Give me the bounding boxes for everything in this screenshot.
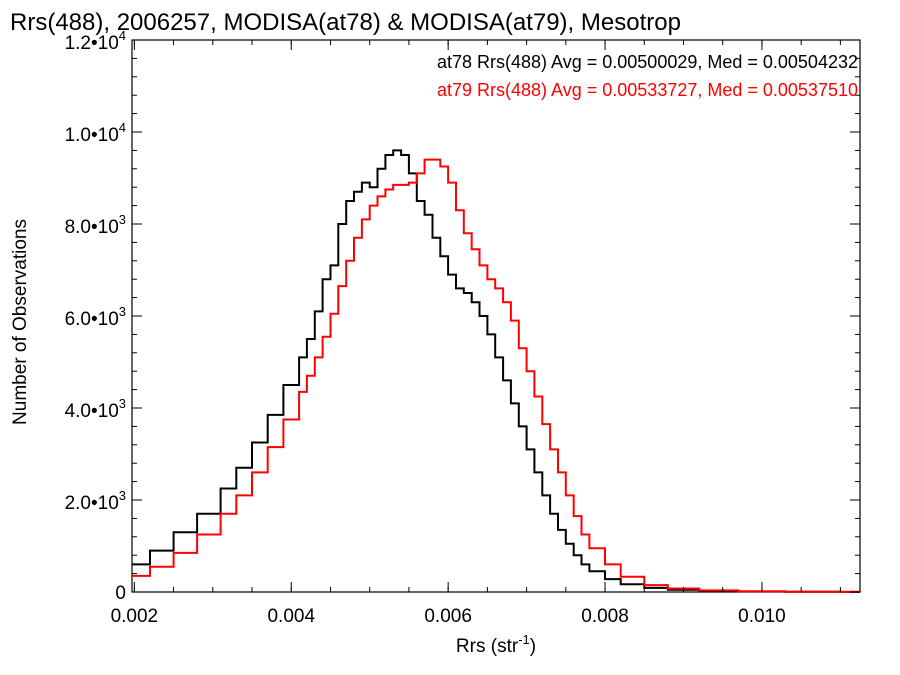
series-line-at78 [132, 149, 861, 593]
x-tick-label: 0.004 [267, 606, 315, 627]
y-tick-label: 1.0•104 [65, 120, 126, 146]
series-line-at79 [132, 158, 861, 593]
x-axis-label: Rrs (str-1) [456, 632, 536, 657]
x-axis-label-base: Rrs (str [456, 636, 519, 657]
y-tick-label: 0 [115, 583, 126, 604]
y-tick-label: 8.0•103 [65, 212, 126, 238]
annotation-at78-stats: at78 Rrs(488) Avg = 0.00500029, Med = 0.… [437, 52, 858, 72]
y-tick-label: 1.2•104 [65, 28, 126, 54]
chart-title: Rrs(488), 2006257, MODISA(at78) & MODISA… [10, 9, 681, 36]
x-tick-label: 0.008 [581, 606, 629, 627]
y-tick-label: 2.0•103 [65, 488, 126, 514]
annotation-at79-stats: at79 Rrs(488) Avg = 0.00533727, Med = 0.… [437, 80, 858, 100]
axes-frame [131, 39, 861, 593]
plot-frame [131, 39, 861, 593]
y-tick-label: 6.0•103 [65, 304, 126, 330]
x-tick-label: 0.010 [738, 606, 786, 627]
axis-ticks: 0.002 0.004 0.006 0.008 0.010 0 2.0•103 4.0•103… [65, 28, 860, 627]
y-tick-label: 4.0•103 [65, 396, 126, 422]
x-tick-label: 0.006 [424, 606, 472, 627]
x-tick-label: 0.002 [111, 606, 159, 627]
y-axis-label: Number of Observations [10, 219, 31, 425]
x-axis-label-exponent: -1 [518, 632, 530, 647]
series-lines [132, 149, 861, 593]
x-axis-label-close: ) [530, 636, 536, 657]
